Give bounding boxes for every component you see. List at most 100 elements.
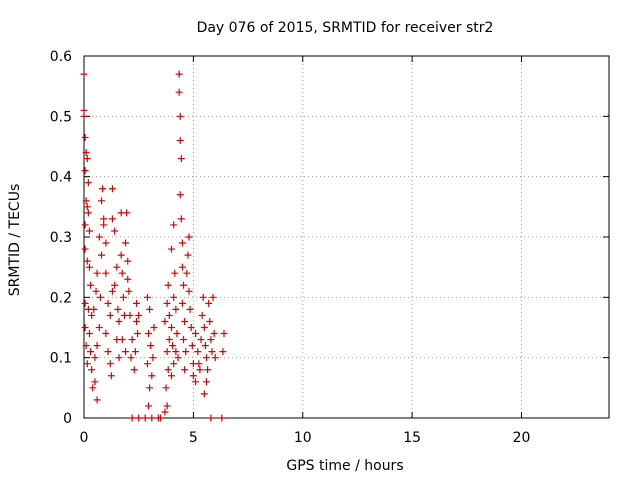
data-point bbox=[176, 136, 184, 144]
data-point bbox=[168, 324, 175, 331]
data-point bbox=[125, 287, 133, 295]
data-point bbox=[99, 185, 107, 193]
data-point bbox=[80, 106, 88, 114]
data-point bbox=[111, 227, 119, 235]
data-point bbox=[211, 354, 219, 362]
y-tick-label: 0.5 bbox=[50, 109, 72, 125]
data-point bbox=[157, 414, 165, 422]
data-point bbox=[143, 293, 151, 301]
data-point bbox=[210, 330, 218, 338]
data-point bbox=[150, 324, 158, 331]
data-point bbox=[220, 330, 228, 338]
data-point bbox=[83, 155, 91, 163]
data-point bbox=[88, 311, 96, 319]
y-tick-label: 0.4 bbox=[50, 170, 72, 186]
data-point bbox=[122, 348, 130, 356]
data-point bbox=[145, 330, 153, 338]
data-point bbox=[83, 203, 91, 211]
data-point bbox=[197, 336, 205, 344]
data-point bbox=[200, 324, 208, 331]
data-point bbox=[170, 293, 178, 301]
data-point bbox=[200, 390, 208, 398]
data-point bbox=[117, 251, 125, 259]
data-point bbox=[188, 342, 196, 350]
data-point bbox=[178, 239, 186, 247]
data-point bbox=[84, 209, 92, 217]
data-point bbox=[177, 155, 185, 163]
data-point bbox=[178, 263, 186, 271]
data-point bbox=[164, 281, 172, 289]
y-tick-label: 0.2 bbox=[50, 290, 72, 306]
data-point bbox=[111, 281, 119, 289]
data-point bbox=[128, 336, 136, 344]
data-point bbox=[196, 366, 204, 374]
data-point bbox=[82, 149, 90, 157]
data-point bbox=[123, 209, 131, 217]
data-point bbox=[133, 299, 140, 307]
data-point bbox=[148, 414, 156, 422]
data-point bbox=[177, 215, 185, 223]
x-axis-label: GPS time / hours bbox=[286, 458, 403, 474]
y-tick-label: 0.6 bbox=[50, 49, 72, 65]
data-point bbox=[146, 305, 154, 313]
data-point bbox=[81, 133, 89, 141]
data-point bbox=[115, 354, 123, 362]
data-point bbox=[174, 354, 182, 362]
data-point bbox=[203, 378, 210, 386]
data-point bbox=[143, 360, 151, 368]
data-point bbox=[100, 221, 108, 229]
data-point bbox=[108, 287, 116, 295]
data-point bbox=[183, 269, 191, 277]
data-point bbox=[126, 311, 134, 319]
data-point bbox=[127, 354, 135, 362]
data-point bbox=[102, 330, 110, 338]
data-point bbox=[104, 348, 112, 356]
data-point bbox=[100, 215, 108, 223]
data-point bbox=[163, 402, 171, 410]
data-point bbox=[162, 384, 170, 392]
y-tick-label: 0.3 bbox=[50, 230, 72, 246]
data-point bbox=[195, 360, 203, 368]
data-point bbox=[168, 245, 175, 253]
data-point bbox=[135, 414, 143, 422]
data-point bbox=[82, 342, 90, 350]
data-point bbox=[192, 378, 200, 386]
plot-frame bbox=[83, 55, 610, 419]
data-point bbox=[133, 317, 140, 325]
data-point bbox=[118, 336, 126, 344]
data-point bbox=[124, 275, 132, 283]
x-tick-label: 15 bbox=[403, 430, 421, 446]
data-point bbox=[81, 221, 89, 229]
data-point bbox=[178, 299, 186, 307]
data-point bbox=[146, 384, 154, 392]
data-point bbox=[119, 293, 127, 301]
data-point bbox=[98, 251, 105, 259]
data-point bbox=[192, 330, 200, 338]
data-point bbox=[135, 311, 143, 319]
data-point bbox=[81, 245, 89, 253]
axis-ticks: 0 0.1 0.2 0.3 0.4 0.5 0.6 0 5 10 15 20 bbox=[50, 49, 609, 446]
x-tick-label: 5 bbox=[189, 430, 198, 446]
y-tick-label: 0 bbox=[63, 411, 72, 427]
data-point bbox=[170, 360, 178, 368]
data-point bbox=[169, 342, 177, 350]
data-point bbox=[199, 293, 207, 301]
data-point bbox=[207, 336, 215, 344]
data-point bbox=[176, 112, 184, 120]
x-tick-label: 10 bbox=[294, 430, 312, 446]
data-point bbox=[82, 197, 90, 205]
data-point bbox=[106, 311, 114, 319]
data-point bbox=[171, 269, 179, 277]
data-point bbox=[91, 378, 99, 386]
data-point bbox=[161, 317, 169, 325]
data-point bbox=[194, 348, 202, 356]
data-point bbox=[85, 263, 93, 271]
data-point bbox=[122, 239, 130, 247]
data-point bbox=[218, 414, 226, 422]
data-point bbox=[181, 317, 189, 325]
data-point bbox=[207, 414, 215, 422]
data-point bbox=[91, 354, 99, 362]
x-tick-label: 0 bbox=[80, 430, 89, 446]
data-point bbox=[206, 317, 214, 325]
data-point bbox=[113, 263, 121, 271]
